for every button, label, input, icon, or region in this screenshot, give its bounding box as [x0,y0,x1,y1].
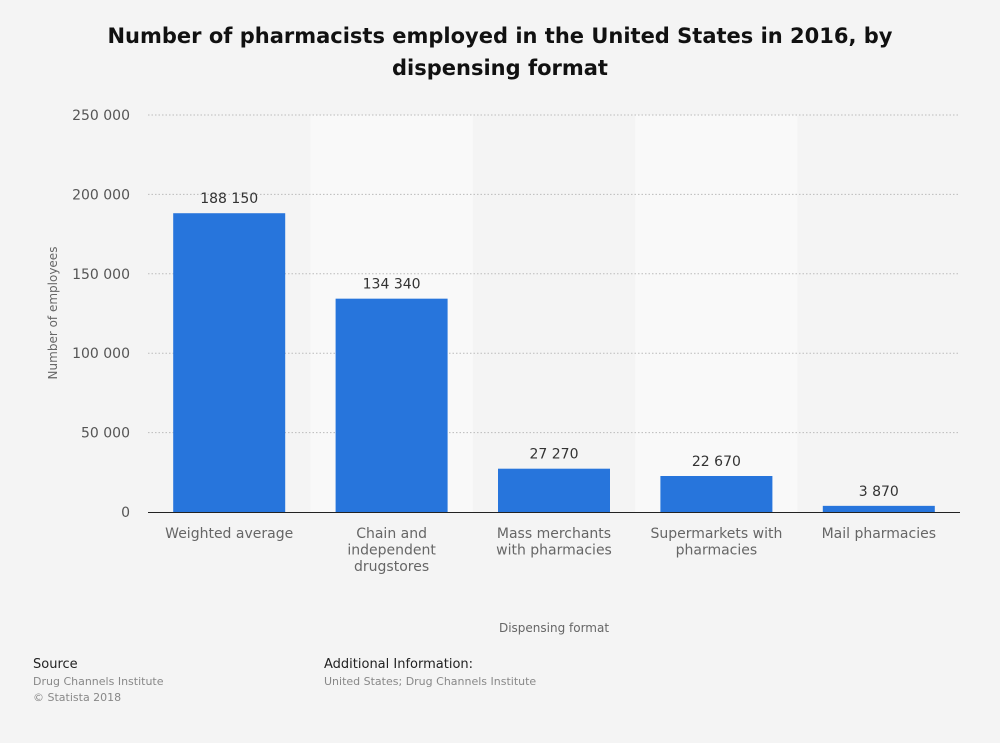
data-label: 22 670 [692,454,741,470]
category-band [797,115,960,512]
data-label: 134 340 [363,277,421,293]
y-tick-label: 50 000 [81,426,130,442]
y-axis-ticks: 0 50 000 100 000 150 000 200 000 250 000 [72,108,130,521]
bar [822,505,935,512]
x-tick-label: Mail pharmacies [822,526,936,542]
copyright-line: © Statista 2018 [33,691,122,704]
bar [335,298,448,512]
x-tick-label: with pharmacies [496,543,612,559]
bar [660,476,773,512]
x-tick-label: drugstores [354,559,429,575]
chart-title: Number of pharmacists employed in the Un… [107,24,893,80]
additional-info-block: Additional Information: United States; D… [324,657,536,690]
x-tick-label: independent [347,543,436,559]
y-tick-label: 100 000 [72,346,130,362]
category-band [635,115,798,512]
data-label: 27 270 [530,447,579,463]
x-tick-label: Supermarkets with [650,526,782,542]
gridlines [148,114,960,434]
y-tick-label: 150 000 [72,267,130,283]
x-axis-title: Dispensing format [499,621,609,635]
bar [498,468,610,512]
x-tick-label: Chain and [356,526,427,542]
additional-info-heading: Additional Information: [324,657,474,672]
bar [173,213,286,512]
source-line: Drug Channels Institute [33,675,164,688]
bar-chart: 0 50 000 100 000 150 000 200 000 250 000 188 … [46,108,960,635]
source-heading: Source [33,657,78,672]
alternating-bands [148,115,960,512]
y-tick-label: 0 [121,505,130,521]
category-band [472,115,636,512]
x-tick-label: Mass merchants [497,526,611,542]
source-block: Source Drug Channels Institute © Statist… [33,657,164,706]
x-tick-label: Weighted average [165,526,293,542]
data-label: 188 150 [200,191,258,207]
bars [173,213,935,512]
y-tick-label: 200 000 [72,187,130,203]
x-axis-ticks: Weighted average Chain andindependentdrug… [165,526,936,575]
y-axis-title: Number of employees [46,247,60,380]
y-tick-label: 250 000 [72,108,130,124]
data-labels: 188 150 134 340 27 270 22 670 3 870 [200,191,899,500]
data-label: 3 870 [859,484,899,500]
x-tick-label: pharmacies [676,543,758,559]
additional-info-text: United States; Drug Channels Institute [324,675,537,688]
